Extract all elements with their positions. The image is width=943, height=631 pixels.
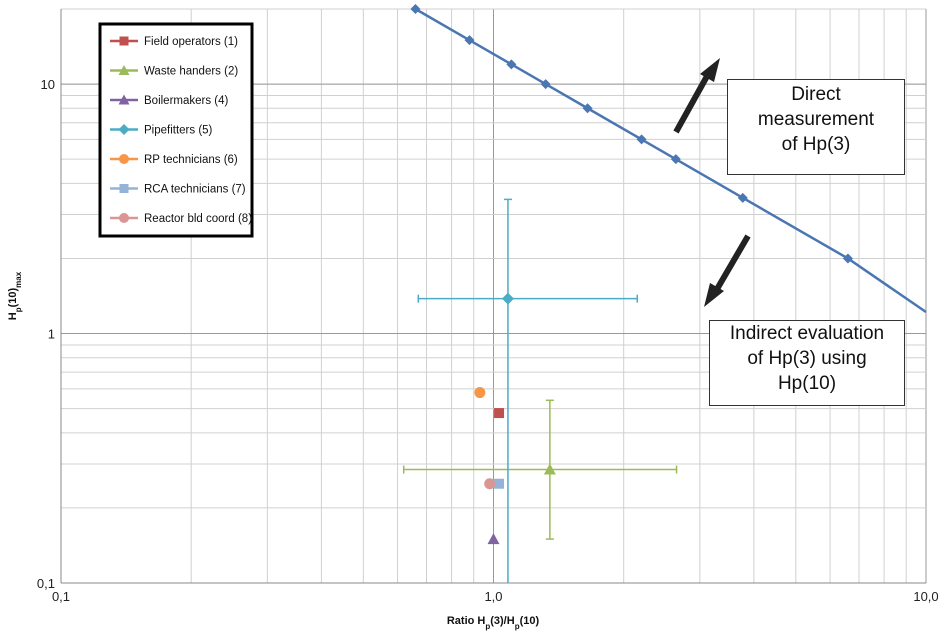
arrow-down-icon bbox=[704, 234, 751, 307]
reference-point bbox=[506, 59, 517, 70]
data-point bbox=[501, 292, 514, 305]
legend-marker bbox=[119, 184, 129, 193]
annotation-direct-line2: measurement bbox=[757, 109, 875, 130]
annotation-direct: Direct measurement of Hp(3) bbox=[727, 79, 905, 175]
reference-point bbox=[410, 4, 421, 14]
legend-label: RCA technicians (7) bbox=[144, 184, 246, 196]
annotation-indirect-line3: Hp(10) bbox=[777, 373, 837, 394]
reference-point bbox=[582, 103, 593, 114]
reference-point bbox=[540, 79, 551, 90]
x-tick-label: 10,0 bbox=[913, 589, 938, 604]
reference-line-path bbox=[414, 7, 927, 314]
legend-label: Pipefitters (5) bbox=[144, 125, 213, 137]
data-points bbox=[474, 292, 556, 545]
x-axis-title: Ratio Hp(3)/Hp(10) bbox=[447, 615, 540, 631]
data-point bbox=[484, 478, 496, 490]
x-tick-label: 1,0 bbox=[484, 589, 502, 604]
annotation-indirect-line2: of Hp(3) using bbox=[747, 348, 867, 369]
annotation-indirect: Indirect evaluation of Hp(3) using Hp(10… bbox=[709, 320, 905, 406]
y-tick-label: 1 bbox=[48, 327, 55, 342]
annotation-indirect-line1: Indirect evaluation bbox=[729, 323, 885, 344]
legend-label: Reactor bld coord (8) bbox=[144, 213, 252, 225]
reference-point bbox=[464, 35, 475, 46]
reference-line bbox=[410, 4, 927, 314]
reference-point bbox=[842, 253, 853, 264]
y-axis-title: Hp(10)max bbox=[7, 271, 23, 320]
annotation-direct-line1: Direct bbox=[791, 84, 841, 105]
legend-marker bbox=[118, 94, 130, 105]
data-point bbox=[494, 478, 505, 489]
legend-marker bbox=[118, 124, 130, 135]
data-point bbox=[487, 533, 500, 545]
legend-marker bbox=[119, 36, 129, 46]
legend-marker bbox=[119, 154, 129, 164]
legend-label: Boilermakers (4) bbox=[144, 95, 229, 107]
y-tick-label: 0,1 bbox=[37, 576, 55, 591]
reference-point bbox=[737, 192, 748, 203]
arrow-up-icon bbox=[673, 58, 720, 134]
legend-label: Field operators (1) bbox=[144, 36, 238, 48]
reference-point bbox=[670, 154, 681, 165]
data-point bbox=[474, 387, 486, 399]
legend-label: RP technicians (6) bbox=[144, 154, 238, 166]
data-point bbox=[543, 463, 556, 475]
annotation-direct-line3: of Hp(3) bbox=[781, 134, 851, 155]
legend-label: Waste handers (2) bbox=[144, 66, 238, 78]
legend-marker bbox=[118, 65, 130, 75]
x-tick-label: 0,1 bbox=[52, 589, 70, 604]
data-point bbox=[494, 408, 505, 419]
legend: Field operators (1) Waste handers (2) Boil… bbox=[98, 22, 254, 238]
reference-point bbox=[636, 134, 647, 145]
legend-marker bbox=[119, 213, 129, 223]
axes bbox=[60, 9, 926, 584]
tick-labels: 0,1 1,0 10,0 0,1 1 10 bbox=[37, 77, 939, 604]
y-tick-label: 10 bbox=[41, 77, 55, 92]
error-bars bbox=[402, 198, 678, 583]
